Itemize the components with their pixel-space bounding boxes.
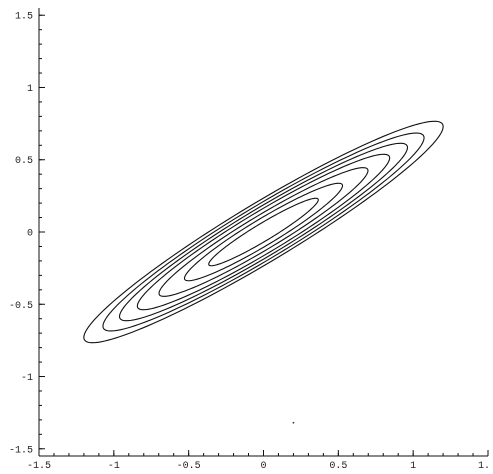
y-tick-label: 1.5 xyxy=(15,12,33,23)
contour-line-7 xyxy=(83,120,444,344)
x-tick-label: 1. xyxy=(478,461,490,472)
contour-line-2 xyxy=(183,182,344,282)
axes xyxy=(38,8,489,457)
x-tick-label: 1 xyxy=(410,461,416,472)
contour-line-1 xyxy=(208,197,319,267)
contour-line-5 xyxy=(118,142,409,322)
x-tick-label: -1.5 xyxy=(27,461,51,472)
x-tick-label: -1 xyxy=(108,461,120,472)
contour-lines xyxy=(83,120,444,424)
y-tick-label: 0 xyxy=(27,229,33,240)
x-tick-label: 0 xyxy=(260,461,266,472)
x-tick-label: -0.5 xyxy=(177,461,201,472)
contour-line-6 xyxy=(102,132,425,332)
y-tick-label: -1 xyxy=(21,373,33,384)
contour-line-3 xyxy=(158,167,369,297)
tick-labels: -1.5 -1 -0.5 0 0.5 1 1. 1.5 1 0.5 0 -0.5 -1 -1.5 xyxy=(9,12,490,472)
contour-line-4 xyxy=(136,153,391,311)
y-tick-label: -1.5 xyxy=(9,445,33,456)
y-tick-label: 0.5 xyxy=(15,156,33,167)
stray-mark xyxy=(292,421,295,424)
y-tick-label: 1 xyxy=(27,84,33,95)
y-tick-label: -0.5 xyxy=(9,301,33,312)
x-tick-label: 0.5 xyxy=(329,461,347,472)
